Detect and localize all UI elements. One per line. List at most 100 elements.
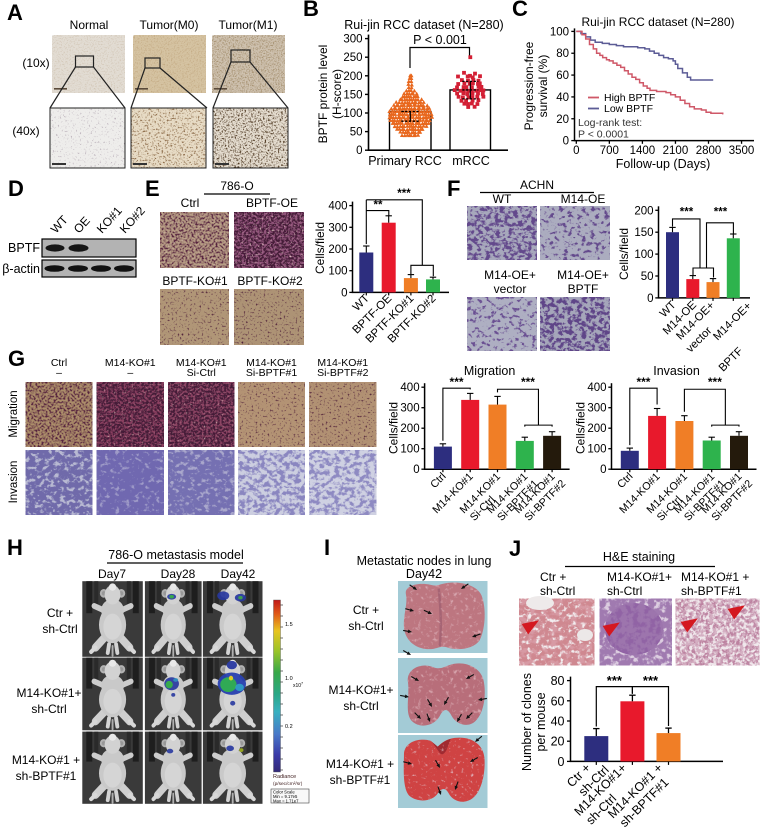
svg-text:I: I: [324, 535, 330, 560]
svg-text:BPTF protein level: BPTF protein level: [316, 45, 330, 144]
svg-text:0: 0: [413, 464, 419, 476]
svg-text:High BPTF: High BPTF: [604, 92, 655, 104]
svg-text:M14-KO#1+: M14-KO#1+: [328, 683, 393, 697]
svg-text:sh-Ctrl: sh-Ctrl: [343, 699, 378, 713]
svg-text:786-O: 786-O: [220, 179, 253, 193]
svg-text:100: 100: [343, 108, 362, 120]
svg-text:100: 100: [587, 444, 606, 456]
svg-text:Tumor(M0): Tumor(M0): [140, 18, 199, 32]
svg-text:Ctr +: Ctr +: [47, 606, 73, 620]
svg-text:786-O metastasis model: 786-O metastasis model: [108, 548, 243, 562]
svg-text:***: ***: [708, 375, 722, 389]
svg-text:Rui-jin RCC dataset (N=280): Rui-jin RCC dataset (N=280): [581, 15, 734, 29]
svg-text:1400: 1400: [630, 145, 656, 157]
svg-text:BPTF: BPTF: [8, 241, 40, 255]
svg-text:(H-score): (H-score): [330, 69, 344, 119]
svg-text:F: F: [447, 176, 460, 201]
svg-text:20: 20: [556, 114, 569, 126]
svg-text:sh-Ctrl: sh-Ctrl: [348, 619, 383, 633]
svg-text:Si-BPTF#1: Si-BPTF#1: [246, 367, 298, 379]
svg-text:Day42: Day42: [221, 567, 256, 581]
svg-text:Cells/field: Cells/field: [574, 402, 588, 454]
svg-text:100: 100: [400, 444, 419, 456]
svg-text:BPTF-KO#2: BPTF-KO#2: [237, 274, 303, 288]
svg-text:J: J: [509, 536, 521, 561]
svg-text:Day7: Day7: [98, 567, 126, 581]
svg-text:sh-BPTF#1: sh-BPTF#1: [330, 773, 391, 787]
svg-text:Day28: Day28: [161, 567, 196, 581]
svg-text:x10: x10: [293, 683, 301, 689]
svg-text:per mouse: per mouse: [534, 692, 548, 751]
svg-text:M14-OE+: M14-OE+: [484, 268, 536, 282]
svg-text:Color Scale: Color Scale: [273, 790, 295, 795]
svg-text:sh-Ctrl: sh-Ctrl: [31, 702, 66, 716]
svg-text:Primary RCC: Primary RCC: [368, 154, 442, 168]
svg-text:0: 0: [558, 755, 565, 769]
svg-text:***: ***: [643, 673, 659, 688]
svg-text:Invasion: Invasion: [653, 364, 700, 378]
svg-text:7: 7: [301, 682, 303, 686]
svg-text:3500: 3500: [729, 145, 755, 157]
svg-text:Ctr +: Ctr +: [540, 570, 566, 584]
svg-text:40: 40: [556, 92, 569, 104]
svg-text:***: ***: [680, 207, 694, 219]
svg-text:700: 700: [600, 145, 619, 157]
svg-text:vector: vector: [494, 282, 527, 296]
svg-text:0: 0: [600, 464, 606, 476]
svg-text:sh-Ctrl: sh-Ctrl: [607, 584, 642, 598]
svg-text:–: –: [127, 367, 133, 379]
svg-text:D: D: [8, 176, 24, 201]
svg-text:250: 250: [343, 52, 362, 64]
svg-text:300: 300: [400, 403, 419, 415]
svg-text:BPTF-KO#1: BPTF-KO#1: [162, 274, 228, 288]
svg-text:Cells/field: Cells/field: [617, 228, 631, 280]
svg-text:(40x): (40x): [12, 124, 39, 138]
svg-text:Radiance: Radiance: [273, 774, 296, 780]
svg-text:H: H: [7, 535, 23, 560]
svg-text:Max = 1.71e7: Max = 1.71e7: [273, 799, 299, 804]
svg-text:M14-KO#1: M14-KO#1: [176, 357, 227, 369]
svg-text:150: 150: [343, 89, 362, 101]
svg-text:(p/sec/cm²/sr): (p/sec/cm²/sr): [273, 781, 303, 787]
svg-text:Log-rank test:: Log-rank test:: [578, 117, 642, 129]
svg-text:0: 0: [563, 136, 569, 148]
svg-text:100: 100: [634, 249, 653, 261]
svg-text:Invasion: Invasion: [8, 461, 20, 504]
svg-text:P < 0.001: P < 0.001: [413, 33, 467, 47]
svg-text:M14-KO#1+: M14-KO#1+: [607, 570, 672, 584]
svg-text:200: 200: [328, 244, 347, 256]
svg-text:mRCC: mRCC: [452, 154, 490, 168]
svg-text:200: 200: [634, 205, 653, 217]
svg-text:80: 80: [556, 48, 569, 60]
svg-text:0: 0: [647, 293, 653, 305]
svg-text:***: ***: [714, 207, 728, 219]
svg-text:300: 300: [328, 222, 347, 234]
svg-text:P < 0.0001: P < 0.0001: [578, 129, 629, 141]
svg-text:2100: 2100: [663, 145, 689, 157]
svg-text:40: 40: [551, 715, 565, 729]
svg-text:BPTF-OE: BPTF-OE: [246, 196, 298, 210]
svg-text:0.2: 0.2: [285, 724, 293, 730]
svg-text:300: 300: [343, 34, 362, 46]
svg-text:–: –: [56, 367, 62, 379]
svg-text:sh-BPTF#1: sh-BPTF#1: [16, 769, 77, 783]
svg-text:M14-KO#1+: M14-KO#1+: [16, 686, 81, 700]
svg-text:Cells/field: Cells/field: [313, 222, 327, 274]
svg-text:1.5: 1.5: [285, 622, 293, 628]
svg-text:Rui-jin RCC dataset (N=280): Rui-jin RCC dataset (N=280): [344, 18, 503, 32]
svg-text:200: 200: [343, 71, 362, 83]
svg-text:400: 400: [587, 382, 606, 394]
svg-text:50: 50: [641, 271, 654, 283]
svg-text:Si-BPTF#2: Si-BPTF#2: [317, 367, 369, 379]
svg-text:0: 0: [573, 145, 579, 157]
svg-text:M14-KO#1: M14-KO#1: [317, 357, 368, 369]
svg-text:Migration: Migration: [464, 364, 515, 378]
svg-text:80: 80: [551, 674, 565, 688]
svg-text:400: 400: [328, 201, 347, 213]
svg-text:M14-KO#1 +: M14-KO#1 +: [681, 570, 749, 584]
svg-text:H&E staining: H&E staining: [603, 550, 675, 564]
svg-text:survival (%): survival (%): [536, 55, 550, 118]
svg-text:B: B: [303, 0, 319, 21]
svg-text:Min = 9.17e5: Min = 9.17e5: [273, 794, 298, 799]
svg-text:E: E: [145, 176, 160, 201]
